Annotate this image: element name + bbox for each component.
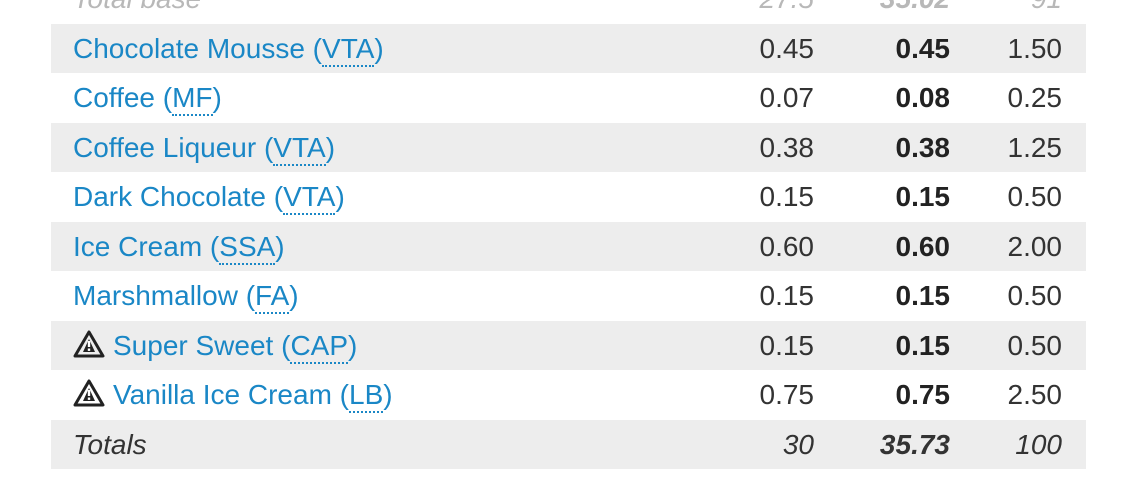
ingredient-name-cell: Dark Chocolate (VTA) <box>73 172 345 222</box>
totals-value-3: 100 <box>1015 428 1062 460</box>
ingredient-value-3: 2.50 <box>1007 379 1063 410</box>
ingredient-value-2: 0.60 <box>895 230 951 262</box>
ingredient-value-3: 1.50 <box>1007 32 1063 64</box>
ingredient-value-2: 0.15 <box>895 329 951 361</box>
table-row: Marshmallow (FA) 0.15 0.15 0.50 <box>51 271 1086 321</box>
row-value-1: 27.5 <box>760 0 815 24</box>
warning-triangle-icon <box>73 373 105 407</box>
ingredient-link[interactable]: Ice Cream (SSA) <box>73 230 285 265</box>
ingredient-name-cell: Ice Cream (SSA) <box>73 222 285 272</box>
ingredient-value-1: 0.15 <box>759 181 815 212</box>
vendor-abbreviation[interactable]: FA <box>255 280 290 314</box>
ingredient-link[interactable]: Marshmallow (FA) <box>73 280 299 314</box>
vendor-abbreviation[interactable]: LB <box>349 379 384 413</box>
row-value-2: 35.02 <box>880 0 950 24</box>
ingredient-name-cell: Coffee Liqueur (VTA) <box>73 123 335 173</box>
ingredient-value-1: 0.15 <box>759 329 815 361</box>
ingredient-value-3: 0.50 <box>1007 280 1063 311</box>
recipe-ingredients-table: Total base 27.5 35.02 91 Chocolate Mouss… <box>51 0 1086 469</box>
ingredient-link[interactable]: Coffee (MF) <box>73 82 222 116</box>
ingredient-value-1: 0.45 <box>759 32 815 64</box>
table-row-totals: Totals 30 35.73 100 <box>51 419 1086 469</box>
ingredient-name-cell: Marshmallow (FA) <box>73 271 299 321</box>
ingredient-value-1: 0.75 <box>759 379 815 410</box>
table-row: Coffee Liqueur (VTA) 0.38 0.38 1.25 <box>51 122 1086 173</box>
ingredient-value-1: 0.07 <box>759 82 815 113</box>
table-row: Ice Cream (SSA) 0.60 0.60 2.00 <box>51 221 1086 272</box>
ingredient-value-3: 0.25 <box>1007 82 1063 113</box>
vendor-abbreviation[interactable]: VTA <box>273 131 326 166</box>
ingredient-value-1: 0.15 <box>759 280 815 311</box>
ingredient-value-1: 0.38 <box>759 131 815 163</box>
vendor-abbreviation[interactable]: VTA <box>283 181 336 215</box>
ingredient-value-3: 1.25 <box>1007 131 1063 163</box>
ingredient-value-3: 2.00 <box>1007 230 1063 262</box>
ingredient-value-2: 0.75 <box>895 379 951 410</box>
table-row: Vanilla Ice Cream (LB) 0.75 0.75 2.50 <box>51 370 1086 420</box>
totals-value-1: 30 <box>782 428 814 460</box>
table-row: Coffee (MF) 0.07 0.08 0.25 <box>51 73 1086 123</box>
totals-value-2: 35.73 <box>879 428 950 460</box>
vendor-abbreviation[interactable]: VTA <box>322 32 375 67</box>
warning-triangle-icon <box>73 324 105 357</box>
table-row: Dark Chocolate (VTA) 0.15 0.15 0.50 <box>51 172 1086 222</box>
vendor-abbreviation[interactable]: MF <box>172 82 213 116</box>
ingredient-value-2: 0.15 <box>895 280 951 311</box>
ingredient-link[interactable]: Super Sweet (CAP) <box>113 329 357 364</box>
vendor-abbreviation[interactable]: SSA <box>219 230 276 265</box>
table-row: Chocolate Mousse (VTA) 0.45 0.45 1.50 <box>51 23 1086 74</box>
ingredient-name-cell: Coffee (MF) <box>73 73 222 123</box>
ingredient-name-cell: Chocolate Mousse (VTA) <box>73 24 384 74</box>
ingredient-rows: Chocolate Mousse (VTA) 0.45 0.45 1.50 Coffee… <box>51 23 1086 420</box>
ingredient-value-1: 0.60 <box>759 230 815 262</box>
vendor-abbreviation[interactable]: CAP <box>290 329 349 364</box>
ingredient-value-2: 0.08 <box>895 82 951 113</box>
row-value-3: 91 <box>1031 0 1062 24</box>
totals-label: Totals <box>73 428 147 460</box>
ingredient-value-3: 0.50 <box>1007 181 1063 212</box>
ingredient-link[interactable]: Coffee Liqueur (VTA) <box>73 131 335 166</box>
ingredient-link[interactable]: Vanilla Ice Cream (LB) <box>113 379 393 413</box>
ingredient-value-2: 0.38 <box>895 131 951 163</box>
row-label: Total base <box>73 0 201 24</box>
ingredient-name-cell: Vanilla Ice Cream (LB) <box>73 370 393 420</box>
ingredient-value-2: 0.45 <box>895 32 951 64</box>
ingredient-name-cell: Super Sweet (CAP) <box>73 321 357 371</box>
ingredient-link[interactable]: Dark Chocolate (VTA) <box>73 181 345 215</box>
ingredient-value-3: 0.50 <box>1007 329 1063 361</box>
table-row: Super Sweet (CAP) 0.15 0.15 0.50 <box>51 320 1086 371</box>
ingredient-value-2: 0.15 <box>895 181 951 212</box>
table-row-total-base: Total base 27.5 35.02 91 <box>51 0 1086 24</box>
ingredient-link[interactable]: Chocolate Mousse (VTA) <box>73 32 384 67</box>
